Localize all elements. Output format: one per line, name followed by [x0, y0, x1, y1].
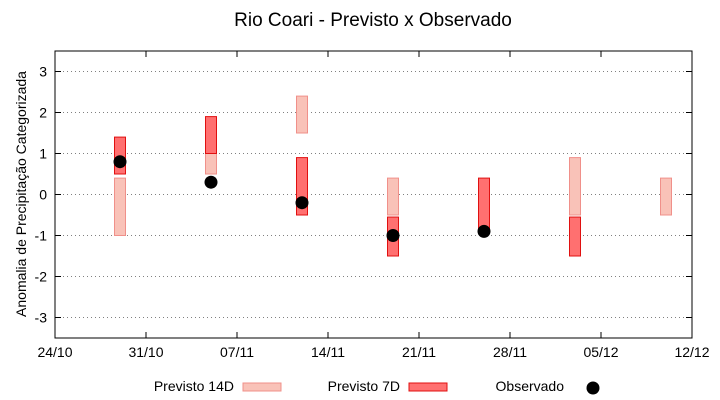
x-tick-label: 31/10: [128, 344, 163, 360]
x-tick-label: 14/11: [311, 344, 345, 360]
legend-item-previsto-7d-swatch: [408, 382, 448, 392]
legend-item-previsto-7d-label: Previsto 7D: [328, 378, 400, 394]
previsto-14d-bar: [660, 177, 672, 216]
y-tick-label: -2: [35, 269, 48, 285]
previsto-14d-bar: [296, 95, 308, 134]
x-tick-label: 07/11: [220, 344, 254, 360]
y-axis-label: Anomalia de Precipitação Categorizada: [13, 71, 29, 317]
grid-lines: [55, 71, 692, 318]
axis-ticks: -3 -2 -1 0 1 2 3 24/10 31/10 07/11 14/11 21/11 28/11…: [35, 51, 710, 360]
y-tick-label: 2: [39, 105, 47, 121]
observado-point: [295, 196, 309, 210]
y-tick-label: 0: [39, 187, 47, 203]
y-tick-label: 3: [39, 64, 47, 80]
observado-point: [204, 175, 218, 189]
previsto-7d-bar: [296, 157, 308, 216]
plot-frame: [54, 50, 693, 339]
x-tick-label: 12/12: [674, 344, 709, 360]
previsto-14d-bar: [387, 177, 399, 216]
legend-item-previsto-14d-label: Previsto 14D: [154, 378, 234, 394]
x-tick-label: 21/11: [402, 344, 436, 360]
observado-point: [477, 224, 491, 238]
x-tick-label: 05/12: [583, 344, 618, 360]
legend-item-previsto-14d-swatch: [242, 382, 282, 392]
previsto-14d-bar: [569, 157, 581, 216]
x-tick-label: 24/10: [37, 344, 72, 360]
y-tick-label: 1: [39, 146, 47, 162]
x-tick-label: 28/11: [493, 344, 527, 360]
previsto-14d-bar: [114, 177, 126, 237]
legend-item-observado-swatch: [586, 381, 600, 395]
y-tick-label: -3: [35, 310, 48, 326]
observado-point: [386, 229, 400, 242]
previsto-7d-bar: [205, 116, 217, 154]
previsto-7d-bar: [569, 216, 581, 257]
y-tick-label: -1: [35, 228, 48, 244]
legend-item-observado-label: Observado: [496, 378, 565, 394]
series-layer: [113, 95, 672, 257]
legend: Previsto 14D Previsto 7D Observado: [154, 378, 600, 395]
chart-title: Rio Coari - Previsto x Observado: [234, 10, 512, 31]
observado-point: [113, 155, 127, 169]
previsto-7d-bar: [478, 177, 490, 232]
